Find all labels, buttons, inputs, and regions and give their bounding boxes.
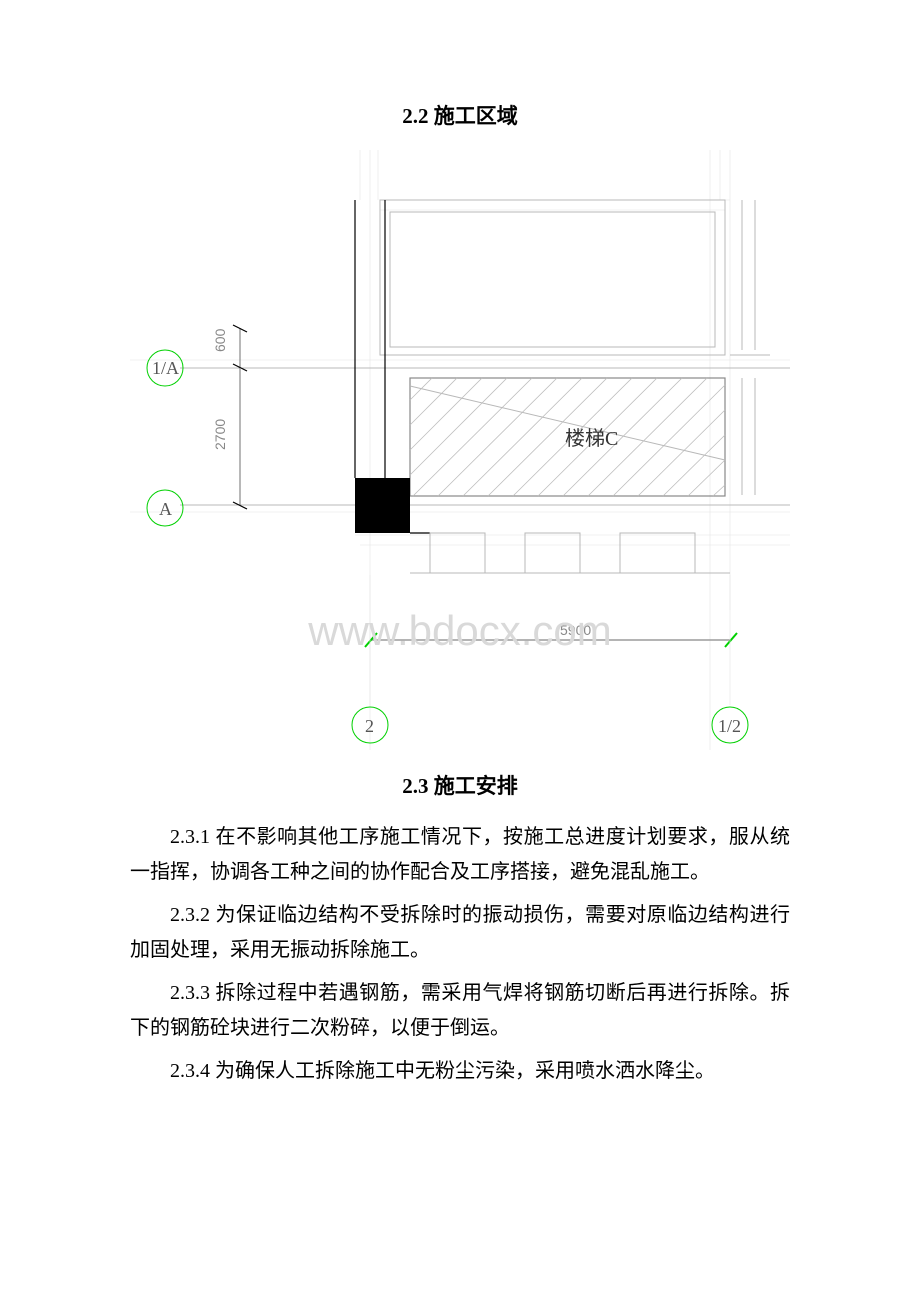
para-2-3-1: 2.3.1 在不影响其他工序施工情况下，按施工总进度计划要求，服从统一指挥，协调…: [130, 820, 790, 890]
svg-text:A: A: [159, 499, 172, 519]
dim-600: 600: [212, 325, 247, 371]
column-black: [355, 478, 410, 533]
svg-text:1/2: 1/2: [718, 716, 741, 736]
axis-label-a: A: [147, 490, 183, 526]
dim-2700: 2700: [212, 368, 247, 509]
stair-c-label: 楼梯C: [565, 427, 618, 450]
para-2-3-3: 2.3.3 拆除过程中若遇钢筋，需采用气焊将钢筋切断后再进行拆除。拆下的钢筋砼块…: [130, 976, 790, 1046]
section-2-2-title: 2.2 施工区域: [130, 100, 790, 130]
construction-diagram: 楼梯C 600 2700 5900 1/A: [130, 150, 790, 750]
axis-label-12: 1/2: [712, 707, 748, 743]
section-2-3-title: 2.3 施工安排: [130, 770, 790, 800]
svg-text:600: 600: [212, 328, 228, 352]
svg-text:2: 2: [365, 716, 374, 736]
svg-text:2700: 2700: [212, 419, 228, 450]
axis-label-1a: 1/A: [147, 350, 183, 386]
para-2-3-2: 2.3.2 为保证临边结构不受拆除时的振动损伤，需要对原临边结构进行加固处理，采…: [130, 898, 790, 968]
para-2-3-4: 2.3.4 为确保人工拆除施工中无粉尘污染，采用喷水洒水降尘。: [130, 1054, 790, 1089]
watermark-text: www.bdocx.com: [307, 607, 611, 654]
diagram-svg: 楼梯C 600 2700 5900 1/A: [130, 150, 790, 750]
svg-text:1/A: 1/A: [152, 358, 179, 378]
